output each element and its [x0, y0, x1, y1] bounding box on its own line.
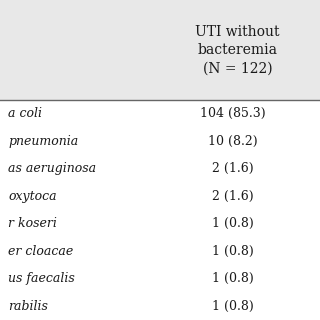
Bar [0, 237, 320, 265]
Text: a coli: a coli [8, 107, 42, 120]
Bar [0, 292, 320, 320]
Text: 1 (0.8): 1 (0.8) [212, 300, 253, 313]
Bar [0, 182, 320, 210]
Text: UTI without
bacteremia
(N = 122): UTI without bacteremia (N = 122) [195, 25, 280, 76]
Bar [0, 0, 320, 100]
Text: er cloacae: er cloacae [8, 245, 73, 258]
Text: pneumonia: pneumonia [8, 135, 78, 148]
Text: 1 (0.8): 1 (0.8) [212, 245, 253, 258]
Bar [0, 155, 320, 182]
Text: 104 (85.3): 104 (85.3) [200, 107, 265, 120]
Text: 2 (1.6): 2 (1.6) [212, 162, 253, 175]
Bar [0, 100, 320, 127]
Text: 10 (8.2): 10 (8.2) [208, 135, 257, 148]
Text: 1 (0.8): 1 (0.8) [212, 272, 253, 285]
Text: 1 (0.8): 1 (0.8) [212, 217, 253, 230]
Text: as aeruginosa: as aeruginosa [8, 162, 96, 175]
Text: 2 (1.6): 2 (1.6) [212, 190, 253, 203]
Text: oxytoca: oxytoca [8, 190, 57, 203]
Text: r koseri: r koseri [8, 217, 57, 230]
Text: rabilis: rabilis [8, 300, 48, 313]
Bar [0, 210, 320, 237]
Bar [0, 127, 320, 155]
Bar [0, 265, 320, 292]
Text: us faecalis: us faecalis [8, 272, 75, 285]
